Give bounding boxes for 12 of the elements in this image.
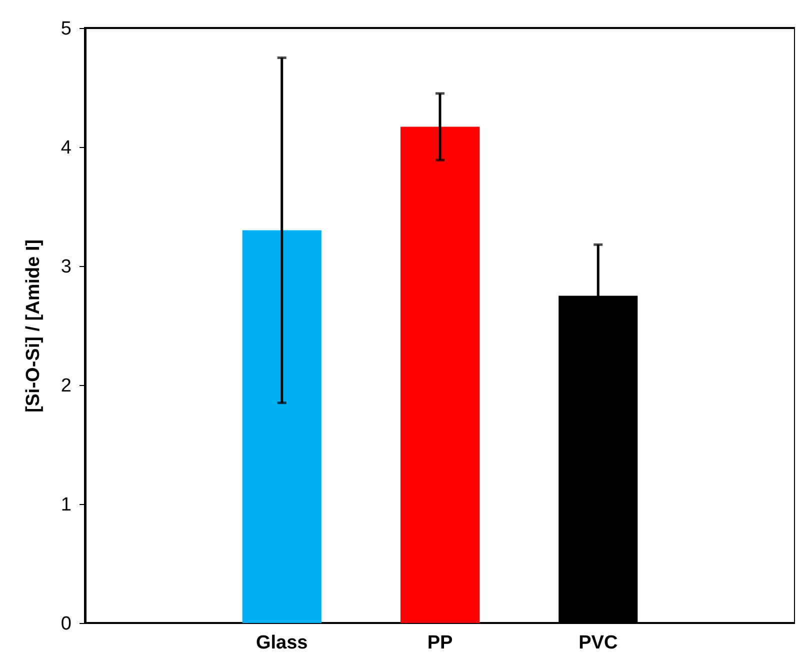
y-tick-label: 2 xyxy=(60,376,72,396)
bar xyxy=(242,230,322,623)
x-tick-label: Glass xyxy=(256,632,308,654)
x-tick-label: PVC xyxy=(578,632,618,654)
y-tick-label: 0 xyxy=(60,614,72,634)
y-axis-title: [Si-O-Si] / [Amide I] xyxy=(22,239,44,413)
y-tick-label: 3 xyxy=(60,256,72,278)
y-tick-label: 5 xyxy=(60,18,72,40)
bar xyxy=(400,126,480,623)
y-tick-label: 1 xyxy=(60,494,72,516)
y-tick-label: 4 xyxy=(60,138,72,158)
x-tick-label: PP xyxy=(427,632,453,654)
